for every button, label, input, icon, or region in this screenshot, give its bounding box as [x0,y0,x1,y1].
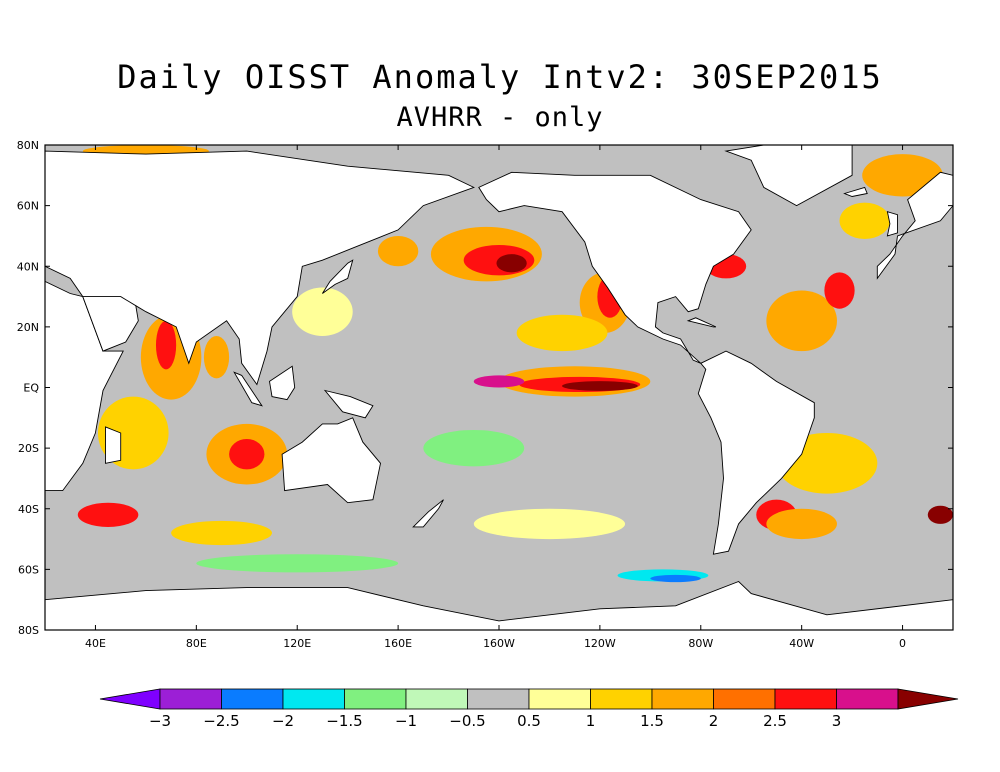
land-australia [281,417,381,504]
anomaly-patch [203,335,230,379]
land-arabia [82,296,139,352]
anomaly-patch [377,235,419,267]
anomaly-patch [171,520,272,546]
land-layer [45,145,953,630]
land-madagascar [105,426,122,464]
colorbar-box [651,688,714,710]
land-northamerica [478,171,752,364]
anomaly-patch [423,429,525,467]
land-japan [322,259,354,294]
lon-tick-label: 80W [688,637,713,650]
anomaly-patch [473,508,626,540]
anomaly-patch [766,508,837,540]
colorbar-label: −1.5 [326,712,362,730]
colorbar-box [713,688,776,710]
map-title: Daily OISST Anomaly Intv2: 30SEP2015 [117,58,883,96]
anomaly-patch [927,505,953,524]
anomaly-patch [292,287,353,336]
land-sumatra [233,371,263,407]
anomaly-patch [473,375,525,388]
colorbar-label: 2 [709,712,719,730]
colorbar-label: 1.5 [640,712,664,730]
land-uk [886,211,898,237]
land-africa [45,280,124,492]
anomaly-patch [766,290,837,352]
colorbar-box [590,688,653,710]
land-southamerica [697,350,815,555]
colorbar-box [467,688,530,710]
colorbar-label: −0.5 [449,712,485,730]
anomaly-field [77,145,953,583]
lat-tick-label: 80S [18,624,39,637]
colorbar-arrow-high [897,688,959,710]
colorbar-box [282,688,345,710]
land-greenland [724,145,853,207]
lat-tick-label: 20N [17,321,39,334]
anomaly-patch [516,314,608,352]
anomaly-patch [650,574,701,583]
lat-tick-label: EQ [23,382,39,395]
colorbar-label: −2.5 [203,712,239,730]
colorbar-label: −1 [395,712,417,730]
colorbar-label: 2.5 [763,712,787,730]
anomaly-patch [496,254,527,273]
lat-tick-label: 20S [18,442,39,455]
map-plot-area [45,145,953,630]
land-newzealand [412,499,444,528]
anomaly-patch [229,439,265,470]
lat-tick-label: 60S [18,563,39,576]
land-antarctica [45,580,953,630]
lat-tick-label: 60N [17,200,39,213]
anomaly-patch [839,202,890,239]
lat-tick-label: 80N [17,139,39,152]
colorbar-label: 1 [586,712,596,730]
anomaly-patch [824,272,855,309]
anomaly-patch [196,554,399,573]
lat-tick-label: 40N [17,260,39,273]
anomaly-patch [562,381,638,391]
colorbar-label: 3 [832,712,842,730]
land-cuba [686,317,717,328]
anomaly-patch [155,320,177,370]
lon-tick-label: 160W [483,637,515,650]
colorbar-label: −2 [272,712,294,730]
lon-tick-label: 40W [789,637,814,650]
colorbar: −3 −2.5 −2 −1.5 −1 −0.5 0.5 1 1.5 2 2.5 3 [99,688,959,730]
land-borneo [269,365,296,401]
lon-tick-label: 0 [899,637,906,650]
lat-tick-label: 40S [18,503,39,516]
colorbar-label: 0.5 [517,712,541,730]
colorbar-box [528,688,591,710]
lon-tick-label: 160E [384,637,412,650]
colorbar-box [221,688,284,710]
lon-tick-label: 120W [584,637,616,650]
map-subtitle: AVHRR - only [396,102,604,133]
lon-tick-label: 120E [283,637,311,650]
colorbar-box [405,688,468,710]
colorbar-box [344,688,407,710]
colorbar-box [774,688,837,710]
land-newguinea [323,389,374,419]
anomaly-patch [77,502,139,527]
anomaly-patch [862,154,943,197]
colorbar-label: −3 [149,712,171,730]
colorbar-box [836,688,899,710]
land-iceland [843,186,868,197]
land-europe-west [876,171,953,280]
map-axes: 80N 60N 40N 20N EQ 20S 40S 60S 80S 40E 80E 120E 160E… [17,139,953,650]
colorbar-box [159,688,222,710]
lon-tick-label: 80E [186,637,207,650]
lon-tick-label: 40E [85,637,106,650]
colorbar-arrow-low [99,688,161,710]
